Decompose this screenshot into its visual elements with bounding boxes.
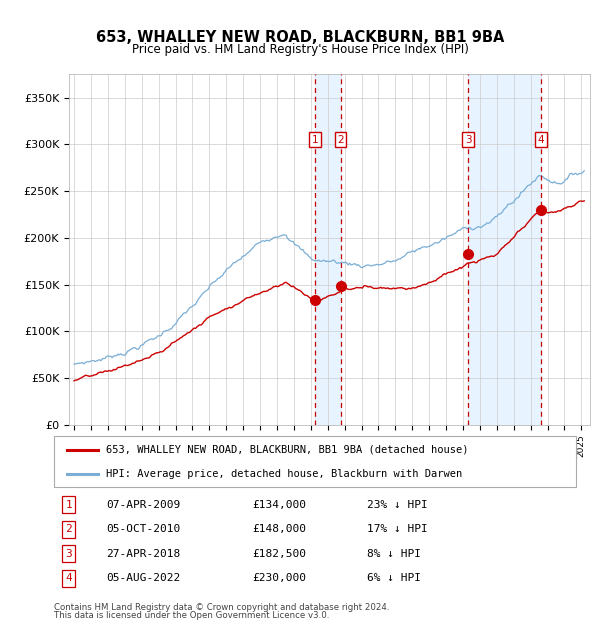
Text: 653, WHALLEY NEW ROAD, BLACKBURN, BB1 9BA (detached house): 653, WHALLEY NEW ROAD, BLACKBURN, BB1 9B… xyxy=(106,445,469,454)
Text: 4: 4 xyxy=(537,135,544,145)
Text: This data is licensed under the Open Government Licence v3.0.: This data is licensed under the Open Gov… xyxy=(54,611,329,620)
Text: 2: 2 xyxy=(65,525,72,534)
Text: £134,000: £134,000 xyxy=(253,500,307,510)
Text: 1: 1 xyxy=(312,135,319,145)
Text: 2: 2 xyxy=(337,135,344,145)
Text: HPI: Average price, detached house, Blackburn with Darwen: HPI: Average price, detached house, Blac… xyxy=(106,469,463,479)
Text: 8% ↓ HPI: 8% ↓ HPI xyxy=(367,549,421,559)
Bar xyxy=(316,74,341,425)
Text: 05-OCT-2010: 05-OCT-2010 xyxy=(106,525,181,534)
Text: 07-APR-2009: 07-APR-2009 xyxy=(106,500,181,510)
Text: 27-APR-2018: 27-APR-2018 xyxy=(106,549,181,559)
Text: £230,000: £230,000 xyxy=(253,574,307,583)
Text: 653, WHALLEY NEW ROAD, BLACKBURN, BB1 9BA: 653, WHALLEY NEW ROAD, BLACKBURN, BB1 9B… xyxy=(96,30,504,45)
FancyBboxPatch shape xyxy=(54,436,576,487)
Bar xyxy=(469,74,541,425)
Text: 17% ↓ HPI: 17% ↓ HPI xyxy=(367,525,428,534)
Text: 05-AUG-2022: 05-AUG-2022 xyxy=(106,574,181,583)
Text: 3: 3 xyxy=(465,135,472,145)
Text: 4: 4 xyxy=(65,574,72,583)
Text: Contains HM Land Registry data © Crown copyright and database right 2024.: Contains HM Land Registry data © Crown c… xyxy=(54,603,389,612)
Text: 23% ↓ HPI: 23% ↓ HPI xyxy=(367,500,428,510)
Text: 1: 1 xyxy=(65,500,72,510)
Text: Price paid vs. HM Land Registry's House Price Index (HPI): Price paid vs. HM Land Registry's House … xyxy=(131,43,469,56)
Text: 3: 3 xyxy=(65,549,72,559)
Text: £182,500: £182,500 xyxy=(253,549,307,559)
Text: £148,000: £148,000 xyxy=(253,525,307,534)
Text: 6% ↓ HPI: 6% ↓ HPI xyxy=(367,574,421,583)
